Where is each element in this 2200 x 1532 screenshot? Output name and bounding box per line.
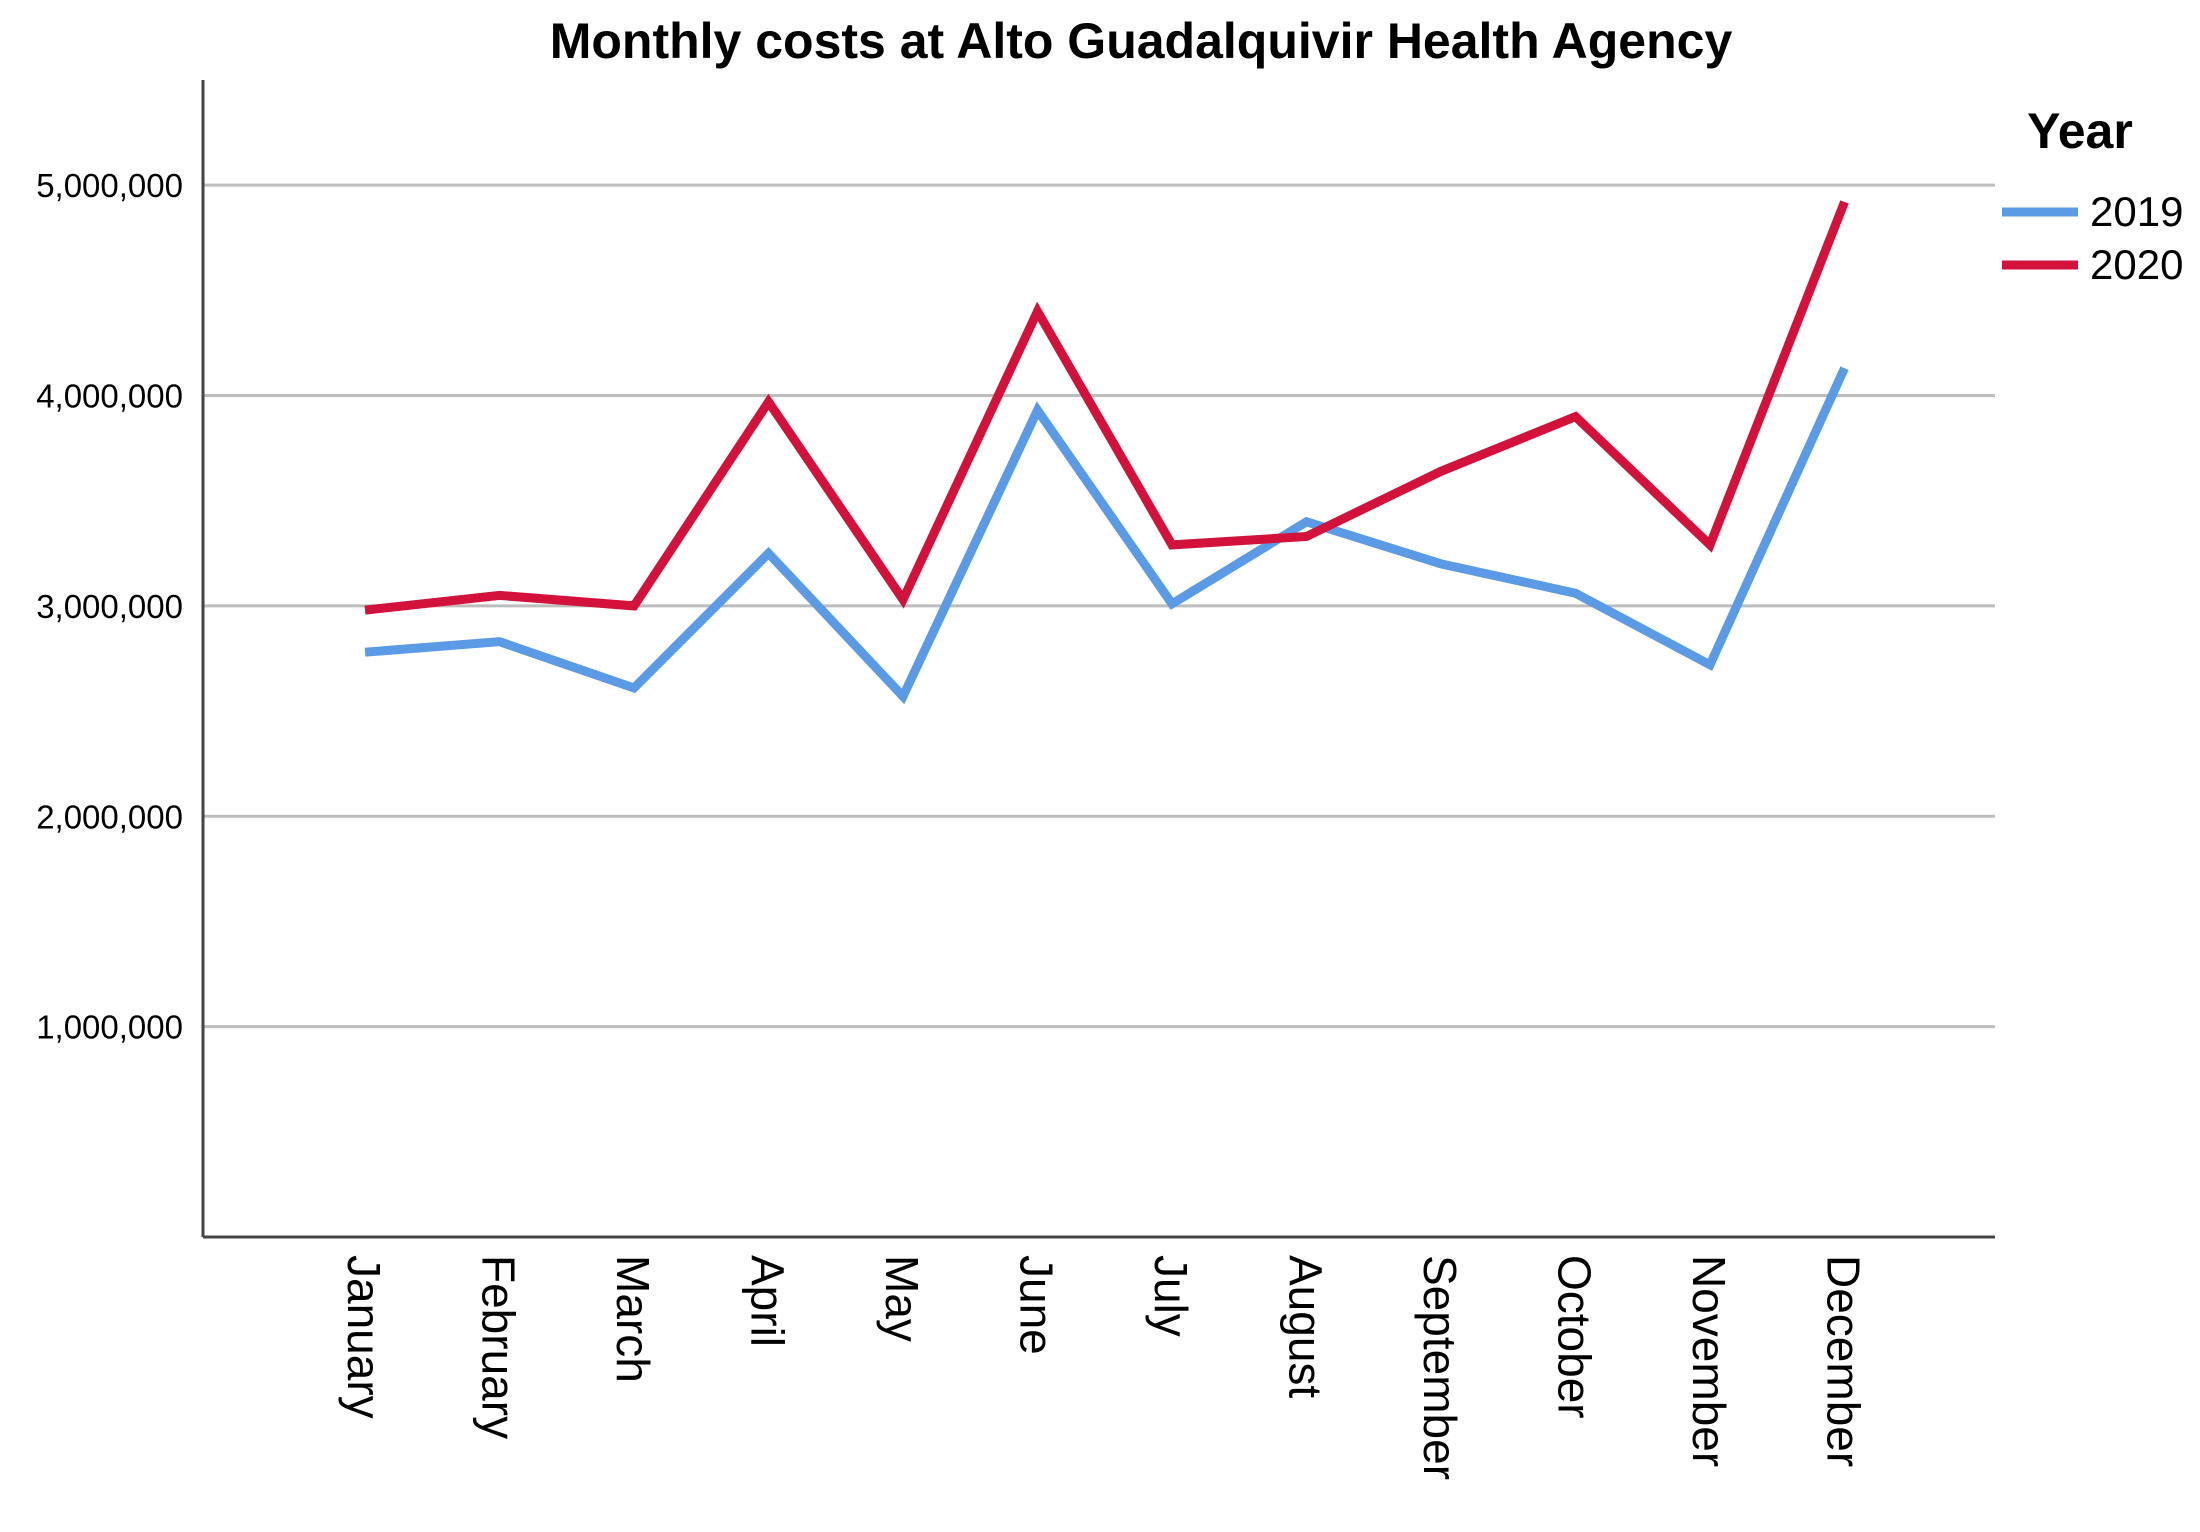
x-tick-label: April xyxy=(742,1255,794,1347)
x-tick-label: August xyxy=(1280,1255,1332,1398)
axes xyxy=(201,80,1995,1239)
y-tick-label: 4,000,000 xyxy=(36,378,183,415)
x-tick-label: October xyxy=(1549,1255,1601,1419)
series-lines xyxy=(364,200,1849,705)
x-tick-label: September xyxy=(1414,1255,1466,1480)
series-line-2019 xyxy=(364,366,1849,705)
y-tick-label: 5,000,000 xyxy=(36,167,183,204)
x-tick-label: November xyxy=(1683,1255,1735,1467)
legend-label-2019: 2019 xyxy=(2090,188,2183,235)
x-tick-label: June xyxy=(1011,1255,1063,1355)
chart-title: Monthly costs at Alto Guadalquivir Healt… xyxy=(550,13,1733,69)
gridlines xyxy=(203,183,1995,1029)
legend: Year 2019 2020 xyxy=(2002,103,2183,288)
y-tick-label: 2,000,000 xyxy=(36,798,183,835)
x-tick-label: February xyxy=(473,1255,525,1439)
x-tick-label: May xyxy=(876,1255,928,1342)
series-line-2020 xyxy=(364,200,1849,615)
y-tick-label: 3,000,000 xyxy=(36,588,183,625)
x-tick-label: March xyxy=(607,1255,659,1383)
x-tick-label: December xyxy=(1818,1255,1870,1467)
legend-title: Year xyxy=(2027,103,2133,159)
x-tick-label: July xyxy=(1145,1255,1197,1337)
y-axis-tick-labels: 1,000,000 2,000,000 3,000,000 4,000,000 5,00… xyxy=(36,167,183,1045)
x-axis-tick-labels: January February March April May June July Augu… xyxy=(338,1255,1870,1480)
y-tick-label: 1,000,000 xyxy=(36,1009,183,1046)
legend-label-2020: 2020 xyxy=(2090,241,2183,288)
x-tick-label: January xyxy=(338,1255,390,1419)
